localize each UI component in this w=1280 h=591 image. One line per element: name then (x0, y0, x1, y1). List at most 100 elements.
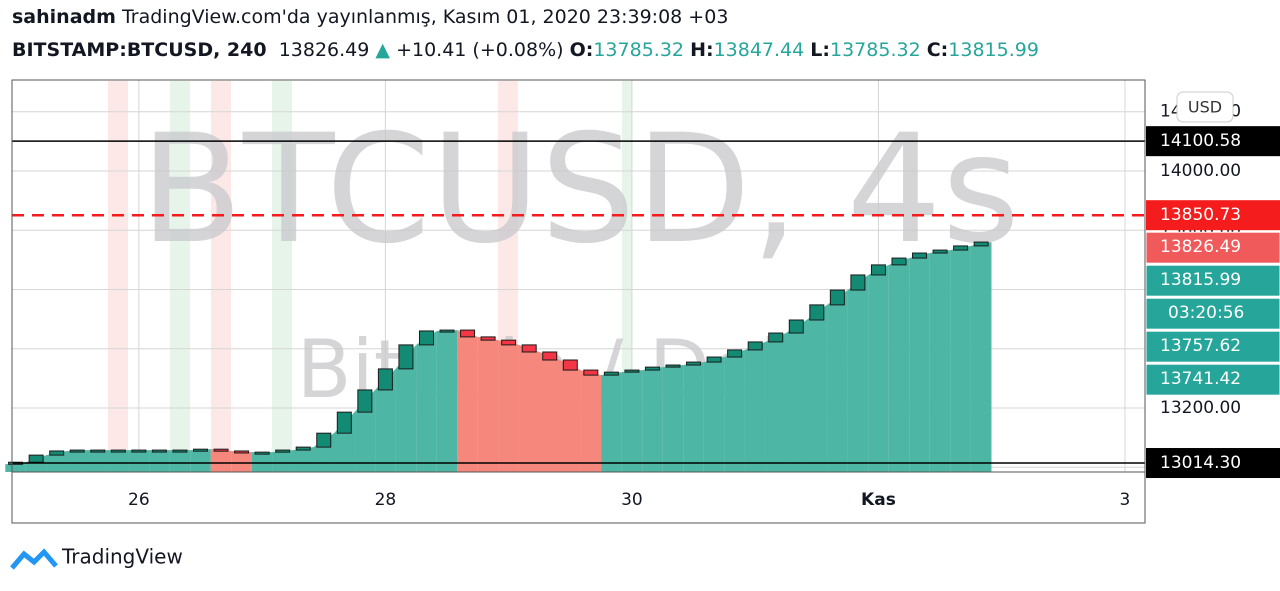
candle-body (501, 339, 517, 346)
h-label: H: (690, 39, 714, 61)
x-tick-label: 3 (1120, 490, 1131, 510)
arrow: ▲ (375, 39, 391, 61)
session-band (211, 81, 231, 472)
candle-body (870, 264, 886, 276)
marker-box (1145, 231, 1280, 264)
area-segment (683, 362, 704, 472)
area-segment (66, 450, 88, 472)
c: 13815.99 (948, 39, 1039, 61)
marker-label: 13757.62 (1160, 336, 1241, 356)
price-label: 13014.30 (1160, 453, 1241, 473)
area-segment (642, 367, 663, 472)
area-segment (231, 450, 252, 472)
published: TradingView.com'da yayınlanmış, Kasım 01… (121, 6, 729, 28)
l-label: L: (810, 39, 830, 61)
marker-label: 13741.42 (1160, 369, 1241, 389)
candle-body (172, 449, 188, 453)
candle-body (275, 449, 291, 453)
l: 13785.32 (830, 39, 921, 61)
candle-body (69, 449, 85, 453)
candle-body (542, 351, 558, 361)
area-segment (169, 450, 191, 472)
session-band (622, 81, 632, 472)
session-band (272, 81, 292, 472)
candle-body (624, 369, 640, 373)
candle-body (562, 359, 578, 371)
candle-body (151, 449, 167, 453)
candle-body (357, 389, 373, 413)
area-segment (395, 344, 417, 472)
area-segment (847, 274, 869, 472)
candle-body (377, 368, 393, 391)
candle-body (686, 361, 702, 366)
candle-body (28, 454, 44, 463)
candle-body (49, 450, 65, 456)
area-segment (210, 449, 232, 472)
candle-body (747, 341, 763, 351)
area-segment (416, 330, 437, 472)
marker-box (1145, 330, 1280, 363)
candle-body (439, 329, 455, 333)
candle-body (521, 344, 537, 353)
watermark: BTCUSD, 4s (140, 103, 1020, 277)
background (108, 81, 632, 472)
x-tick-label: 26 (128, 490, 150, 510)
area-segment (744, 341, 766, 472)
area-segment (108, 450, 129, 472)
x-tick-label: 30 (621, 490, 643, 510)
marker-box (1145, 363, 1280, 396)
o-label: O: (569, 39, 594, 61)
candle-body (727, 349, 743, 358)
area-segment (765, 333, 787, 472)
candle-body (603, 371, 619, 376)
candle-body (460, 329, 476, 338)
h: 13847.44 (713, 39, 805, 61)
candle-body (706, 356, 722, 363)
area-segment (785, 320, 807, 472)
price-label-box (1146, 200, 1280, 231)
candle-body (665, 364, 681, 368)
last: 13826.49 (278, 39, 370, 61)
candle-body (254, 451, 270, 455)
currency-badge (1176, 91, 1234, 123)
logo-icon (10, 548, 58, 570)
candle-body (932, 249, 948, 254)
candle-body (891, 257, 907, 266)
area-segment (662, 365, 684, 472)
area-segment (580, 370, 602, 472)
price-label-box (1146, 448, 1280, 479)
footer: TradingView (61, 545, 183, 569)
marker-label: 03:20:56 (1168, 303, 1244, 323)
area-segment (970, 242, 992, 472)
candle-body (973, 241, 989, 247)
candle-body (768, 332, 784, 343)
area-segment (888, 258, 910, 472)
candle-body (110, 449, 126, 453)
candle-body (192, 448, 208, 452)
candle-body (809, 304, 825, 321)
area-segment (272, 450, 293, 472)
session-band (170, 81, 190, 472)
candle-body (336, 411, 352, 434)
area-segment (827, 290, 848, 472)
area-segment (601, 372, 622, 472)
frame (11, 79, 1146, 524)
area-segment (457, 330, 478, 472)
candle-body (295, 446, 311, 451)
marker-box (1145, 264, 1280, 297)
symbol: BITSTAMP:BTCUSD, 240 (12, 39, 267, 61)
marker-label: 13826.49 (1160, 237, 1241, 257)
y-tick-label: 14000.00 (1160, 161, 1241, 181)
candle-body (131, 449, 147, 453)
legend: BITSTAMP:BTCUSD, 240 13826.49 ▲ +10.41 (… (12, 39, 1039, 61)
price-label: 13850.73 (1160, 205, 1241, 225)
candle-body (418, 330, 434, 346)
candle-body (953, 245, 969, 251)
candle-body (912, 252, 928, 259)
o: 13785.32 (593, 39, 685, 61)
candle-body (213, 448, 229, 452)
price-label-box (1146, 126, 1280, 157)
candle-body (316, 432, 332, 448)
